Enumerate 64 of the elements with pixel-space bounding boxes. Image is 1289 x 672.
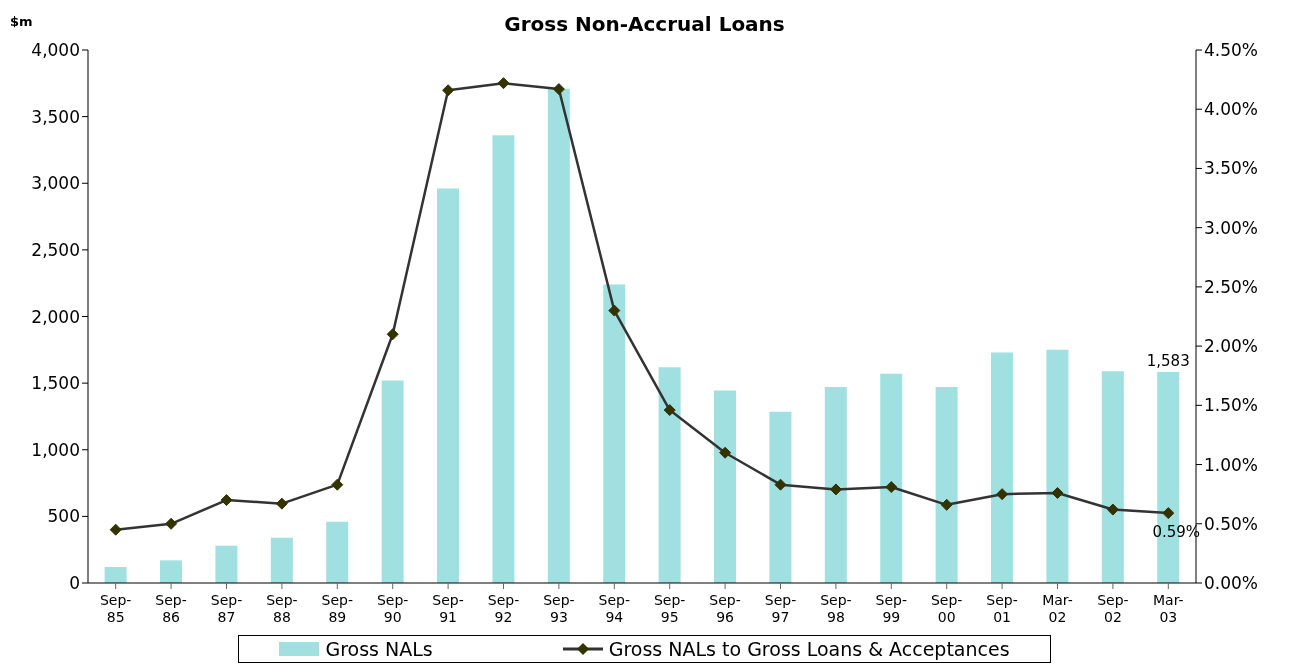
bar — [880, 373, 903, 583]
x-tick-label: Sep-95 — [653, 592, 686, 625]
x-tick-label: Sep-96 — [709, 592, 741, 625]
data-label: 1,583 — [1146, 352, 1190, 371]
bar — [991, 352, 1014, 583]
bar — [824, 387, 847, 583]
x-tick-label: Mar-03 — [1153, 592, 1184, 625]
y-tick-label: 2,000 — [31, 306, 80, 327]
bar — [160, 560, 183, 583]
x-tick-label: Sep-89 — [321, 592, 354, 625]
bar — [714, 390, 737, 583]
bar — [437, 188, 460, 583]
x-tick-label: Sep-92 — [487, 592, 520, 625]
y-tick-label: 3,500 — [31, 106, 80, 127]
legend-label: Gross NALs — [325, 638, 433, 660]
bar — [1046, 349, 1069, 583]
x-tick-label: Sep-93 — [543, 592, 575, 625]
y2-tick-label: 2.50% — [1204, 276, 1259, 297]
y-axis-title: $m — [10, 14, 33, 29]
y-tick-label: 4,000 — [31, 40, 80, 61]
y-tick-label: 0 — [69, 573, 80, 594]
x-tick-label: Sep-88 — [266, 592, 298, 625]
data-label: 0.59% — [1152, 523, 1201, 542]
y2-tick-label: 2.00% — [1204, 336, 1259, 357]
bar — [492, 135, 515, 583]
bar — [270, 537, 293, 583]
legend-label: Gross NALs to Gross Loans & Acceptances — [608, 638, 1010, 660]
bar — [658, 367, 681, 583]
x-tick-label: Sep-90 — [376, 592, 409, 625]
y2-tick-label: 0.50% — [1204, 513, 1259, 534]
bar — [935, 387, 958, 583]
y2-tick-label: 4.50% — [1204, 40, 1259, 61]
x-tick-label: Sep-99 — [875, 592, 908, 625]
x-tick-label: Mar-02 — [1042, 592, 1073, 625]
x-tick-label: Sep-02 — [1097, 592, 1129, 625]
bar — [547, 88, 570, 583]
x-tick-label: Sep-01 — [986, 592, 1018, 625]
x-tick-label: Sep-85 — [99, 592, 132, 625]
y2-tick-label: 0.00% — [1204, 573, 1259, 594]
bar — [104, 567, 127, 583]
x-tick-label: Sep-00 — [930, 592, 963, 625]
x-tick-label: Sep-97 — [764, 592, 797, 625]
y2-tick-label: 1.50% — [1204, 395, 1259, 416]
y2-tick-label: 3.50% — [1204, 158, 1259, 179]
bar — [215, 545, 238, 583]
bar — [381, 380, 404, 583]
bar — [769, 411, 792, 583]
bar — [603, 284, 626, 583]
x-tick-label: Sep-98 — [820, 592, 852, 625]
y2-tick-label: 4.00% — [1204, 99, 1259, 120]
x-tick-label: Sep-94 — [598, 592, 631, 625]
y-tick-label: 3,000 — [31, 173, 80, 194]
y-tick-label: 1,500 — [31, 373, 80, 394]
x-tick-label: Sep-87 — [210, 592, 243, 625]
chart-title: Gross Non-Accrual Loans — [504, 12, 785, 36]
y-tick-label: 2,500 — [31, 239, 80, 260]
x-tick-label: Sep-86 — [155, 592, 187, 625]
bar — [326, 521, 349, 583]
y-tick-label: 500 — [47, 506, 80, 527]
y-tick-label: 1,000 — [31, 439, 80, 460]
y2-tick-label: 3.00% — [1204, 217, 1259, 238]
bar — [1101, 371, 1124, 583]
y2-tick-label: 1.00% — [1204, 454, 1259, 475]
x-tick-label: Sep-91 — [432, 592, 464, 625]
